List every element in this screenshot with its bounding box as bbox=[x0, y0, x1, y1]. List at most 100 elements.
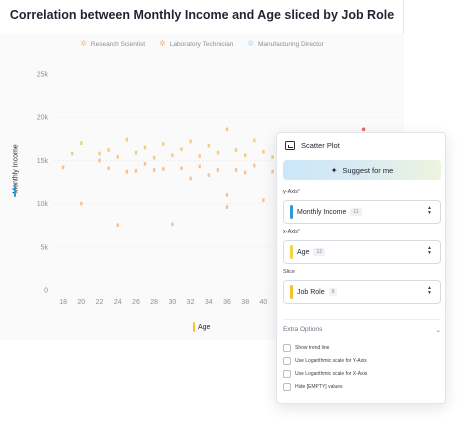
y-tick-label: 15k bbox=[37, 158, 49, 165]
legend-item-laboratory-technician[interactable]: ✲ Laboratory Technician bbox=[159, 40, 233, 48]
option-log-x[interactable]: Use Logarithmic scale for X-Axis bbox=[283, 370, 367, 378]
x-axis-label: Age bbox=[198, 323, 211, 331]
data-point bbox=[253, 163, 256, 168]
sparkle-icon: ✦ bbox=[330, 165, 338, 175]
data-point bbox=[225, 127, 229, 132]
checkbox[interactable] bbox=[283, 357, 291, 365]
data-point bbox=[262, 198, 265, 202]
option-hide-empty[interactable]: Hide [EMPTY] values bbox=[283, 383, 343, 391]
legend-item-manufacturing-director[interactable]: ✲ Manufacturing Director bbox=[247, 40, 323, 48]
data-point bbox=[98, 158, 101, 163]
x-axis-color-bar bbox=[290, 245, 293, 259]
y-tick-label: 5k bbox=[41, 244, 49, 251]
legend-marker-icon: ✲ bbox=[159, 39, 166, 48]
data-point bbox=[116, 223, 119, 227]
option-log-y[interactable]: Use Logarithmic scale for Y-Axis bbox=[283, 357, 367, 365]
chevron-up-down-icon: ▲ ▼ bbox=[427, 245, 432, 256]
data-point bbox=[134, 150, 138, 155]
data-point bbox=[80, 141, 83, 145]
legend-marker-icon: ✲ bbox=[247, 39, 255, 48]
data-point bbox=[234, 148, 238, 152]
suggest-button-label: Suggest for me bbox=[342, 165, 394, 175]
checkbox[interactable] bbox=[283, 383, 291, 391]
required-marker: * bbox=[297, 229, 301, 235]
x-tick-label: 40 bbox=[260, 299, 268, 306]
data-point bbox=[61, 165, 65, 170]
data-point bbox=[234, 168, 238, 172]
option-show-trend-line[interactable]: Show trend line bbox=[283, 344, 329, 352]
legend-item-research-scientist[interactable]: ✲ Research Scientist bbox=[80, 40, 145, 48]
data-point bbox=[162, 167, 165, 171]
extra-options-toggle[interactable]: Extra Options ⌄ bbox=[283, 326, 441, 334]
x-axis-badge: 12 bbox=[313, 248, 326, 256]
slice-badge: 9 bbox=[328, 288, 338, 296]
scatter-plot-panel: Scatter Plot ✦ Suggest for me y-Axis* Mo… bbox=[276, 132, 446, 404]
divider bbox=[283, 319, 441, 320]
option-label: Use Logarithmic scale for Y-Axis bbox=[295, 358, 367, 364]
data-point bbox=[125, 137, 129, 142]
chart-title: Correlation between Monthly Income and A… bbox=[9, 8, 395, 22]
y-axis-badge: 11 bbox=[350, 208, 362, 216]
x-tick-label: 18 bbox=[59, 299, 67, 306]
data-point bbox=[134, 168, 138, 173]
data-point bbox=[71, 151, 74, 156]
suggest-button[interactable]: ✦ Suggest for me bbox=[283, 160, 441, 180]
data-point bbox=[189, 139, 192, 144]
data-point bbox=[152, 156, 156, 160]
x-tick-label: 28 bbox=[150, 299, 158, 306]
data-point bbox=[116, 155, 119, 159]
data-point bbox=[143, 145, 147, 150]
legend-label: Laboratory Technician bbox=[169, 40, 234, 48]
y-tick-label: 10k bbox=[37, 201, 49, 208]
x-axis-select[interactable]: Age 12 ▲ ▼ bbox=[283, 240, 441, 264]
data-point bbox=[271, 169, 274, 174]
slice-select[interactable]: Job Role 9 ▲ ▼ bbox=[283, 280, 441, 304]
checkbox[interactable] bbox=[283, 370, 291, 378]
data-point bbox=[198, 154, 201, 158]
x-tick-label: 34 bbox=[205, 299, 213, 306]
y-axis-title: Monthly Income bbox=[6, 144, 20, 197]
panel-header: Scatter Plot bbox=[285, 141, 340, 150]
x-tick-label: 24 bbox=[114, 299, 122, 306]
chart-legend: ✲ Research Scientist ✲ Laboratory Techni… bbox=[0, 40, 404, 48]
data-point bbox=[244, 153, 247, 158]
data-point bbox=[180, 166, 183, 170]
x-axis-color-indicator bbox=[193, 322, 195, 332]
x-tick-label: 26 bbox=[132, 299, 140, 306]
slice-color-bar bbox=[290, 285, 293, 299]
x-axis-title: Age bbox=[193, 322, 210, 332]
x-tick-label: 30 bbox=[168, 299, 176, 306]
x-tick-label: 38 bbox=[241, 299, 249, 306]
x-tick-label: 36 bbox=[223, 299, 231, 306]
data-point bbox=[171, 153, 174, 158]
data-point bbox=[207, 143, 210, 148]
data-point bbox=[107, 148, 110, 152]
x-tick-label: 20 bbox=[77, 299, 85, 306]
chart-icon bbox=[285, 141, 295, 150]
legend-label: Manufacturing Director bbox=[258, 40, 324, 48]
chevron-up-down-icon: ▲ ▼ bbox=[427, 205, 432, 216]
data-point bbox=[152, 168, 156, 172]
extra-options-label: Extra Options bbox=[283, 326, 323, 333]
data-point bbox=[216, 150, 220, 155]
data-point bbox=[171, 222, 174, 227]
legend-marker-icon: ✲ bbox=[80, 39, 87, 48]
data-point bbox=[162, 142, 165, 146]
y-tick-label: 0 bbox=[44, 288, 48, 295]
data-point bbox=[198, 164, 201, 169]
y-axis-color-bar bbox=[290, 205, 293, 219]
panel-title: Scatter Plot bbox=[301, 141, 340, 150]
data-point bbox=[244, 170, 247, 175]
y-axis-value: Monthly Income bbox=[297, 208, 347, 216]
y-axis-select[interactable]: Monthly Income 11 ▲ ▼ bbox=[283, 200, 441, 224]
highlighted-data-point bbox=[361, 127, 366, 132]
y-axis-color-indicator bbox=[14, 185, 16, 197]
data-point bbox=[107, 166, 110, 170]
y-axis-field-label: y-Axis* bbox=[283, 189, 300, 195]
option-label: Hide [EMPTY] values bbox=[295, 384, 343, 390]
checkbox[interactable] bbox=[283, 344, 291, 352]
x-tick-label: 22 bbox=[96, 299, 104, 306]
chevron-down-icon: ⌄ bbox=[435, 327, 441, 334]
data-point bbox=[271, 155, 274, 159]
option-label: Show trend line bbox=[295, 345, 330, 351]
